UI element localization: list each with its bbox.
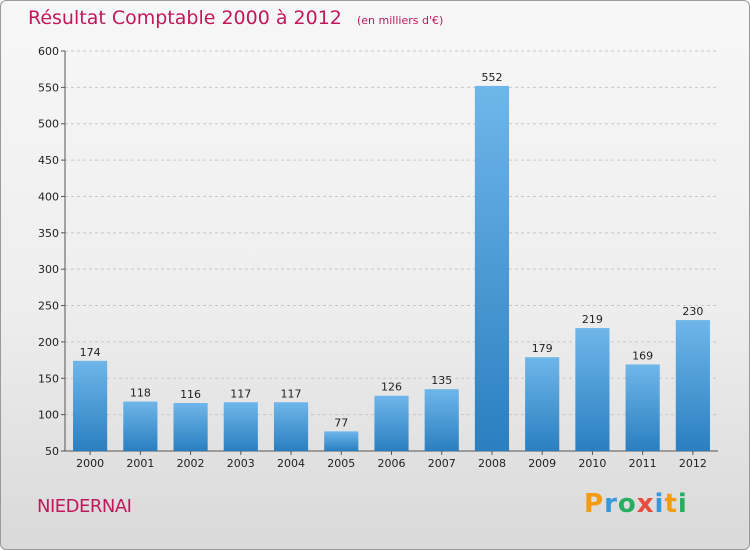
chart-title-text: Résultat Comptable 2000 à 2012 xyxy=(28,7,342,29)
bar-2003 xyxy=(223,402,258,451)
chart-unit-text: (en milliers d'€) xyxy=(356,14,444,27)
data-label: 117 xyxy=(230,387,251,400)
y-tick-label: 250 xyxy=(38,300,59,313)
y-tick-label: 600 xyxy=(38,45,59,58)
bar-2007 xyxy=(424,389,459,451)
x-tick-label: 2000 xyxy=(76,457,104,470)
x-tick-label: 2006 xyxy=(378,457,406,470)
bar-2000 xyxy=(73,360,108,451)
x-tick-label: 2011 xyxy=(629,457,657,470)
data-label: 118 xyxy=(130,387,151,400)
logo-letter: x xyxy=(636,489,655,519)
x-tick-label: 2007 xyxy=(428,457,456,470)
logo-letter: P xyxy=(584,489,605,519)
y-tick-label: 100 xyxy=(38,409,59,422)
x-tick-label: 2003 xyxy=(227,457,255,470)
x-tick-label: 2004 xyxy=(277,457,305,470)
x-tick-label: 2008 xyxy=(478,457,506,470)
x-tick-label: 2005 xyxy=(327,457,355,470)
data-label: 126 xyxy=(381,381,402,394)
bar-2011 xyxy=(625,364,660,451)
y-tick-label: 50 xyxy=(45,445,59,458)
bar-2001 xyxy=(123,401,158,451)
bar-2008 xyxy=(474,85,510,451)
y-tick-label: 150 xyxy=(38,372,59,385)
bar-2010 xyxy=(575,328,610,451)
y-tick-label: 400 xyxy=(38,190,59,203)
data-label: 116 xyxy=(180,388,201,401)
y-tick-label: 350 xyxy=(38,227,59,240)
data-label: 77 xyxy=(334,416,348,429)
data-label: 230 xyxy=(682,305,703,318)
logo-letter: i xyxy=(654,489,665,519)
logo-letter: t xyxy=(664,489,678,519)
bar-2005 xyxy=(324,431,359,451)
chart-title: Résultat Comptable 2000 à 2012 (en milli… xyxy=(28,7,443,29)
x-tick-label: 2010 xyxy=(578,457,606,470)
x-tick-label: 2002 xyxy=(177,457,205,470)
y-tick-label: 200 xyxy=(38,336,59,349)
bar-2002 xyxy=(173,403,208,451)
data-label: 169 xyxy=(632,349,653,362)
logo-letter: i xyxy=(677,489,688,519)
y-tick-label: 300 xyxy=(38,263,59,276)
x-tick-label: 2012 xyxy=(679,457,707,470)
data-label: 117 xyxy=(281,387,302,400)
x-tick-label: 2009 xyxy=(528,457,556,470)
y-tick-label: 450 xyxy=(38,154,59,167)
data-label: 179 xyxy=(532,342,553,355)
proxiti-logo: Proxiti xyxy=(584,489,688,519)
bar-2004 xyxy=(273,402,309,451)
commune-name: NIEDERNAI xyxy=(37,496,132,517)
data-label: 174 xyxy=(80,346,101,359)
y-tick-label: 500 xyxy=(38,118,59,131)
logo-letter: o xyxy=(617,489,637,519)
logo-letter: r xyxy=(604,489,618,519)
bar-2012 xyxy=(675,320,710,451)
data-label: 219 xyxy=(582,313,603,326)
bar-2009 xyxy=(525,357,560,451)
data-label: 552 xyxy=(481,71,502,84)
y-tick-label: 550 xyxy=(38,81,59,94)
x-tick-label: 2001 xyxy=(126,457,154,470)
data-label: 135 xyxy=(431,374,452,387)
bar-2006 xyxy=(374,395,409,451)
